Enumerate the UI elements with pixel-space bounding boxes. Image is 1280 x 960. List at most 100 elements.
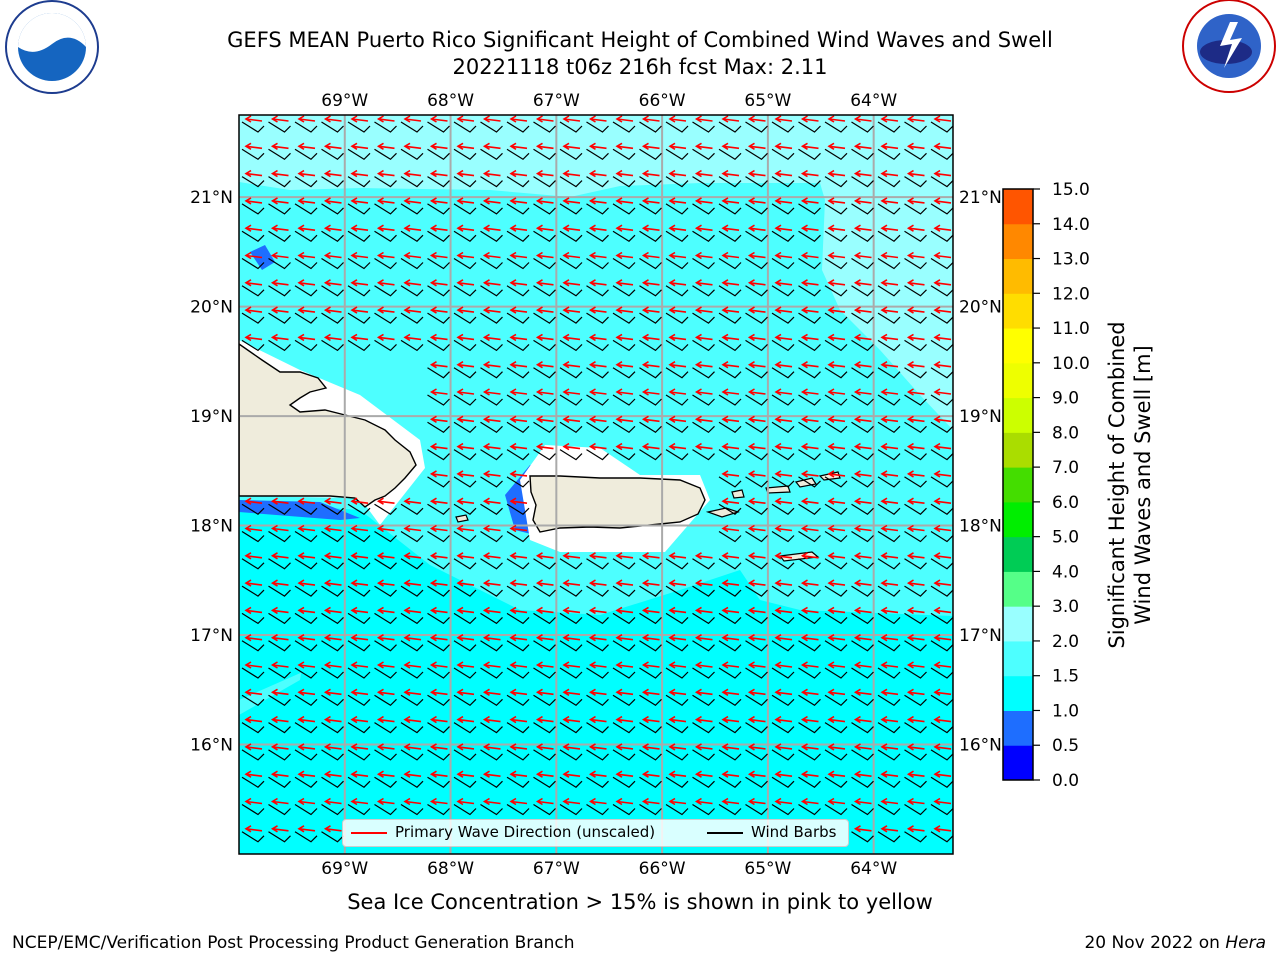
legend-barb-swatch bbox=[707, 832, 743, 834]
wave-arrow bbox=[749, 418, 766, 423]
wind-barb bbox=[665, 667, 689, 679]
wind-barb bbox=[586, 203, 609, 215]
wave-arrowhead bbox=[244, 224, 252, 232]
wave-arrow bbox=[431, 636, 448, 641]
wind-barb bbox=[824, 367, 848, 379]
wind-barb bbox=[930, 749, 953, 761]
wave-arrow bbox=[696, 582, 713, 586]
wind-barb bbox=[904, 558, 927, 570]
wave-arrowhead bbox=[323, 115, 331, 123]
wind-barb bbox=[877, 530, 901, 543]
lon-label-top: 68°W bbox=[427, 91, 474, 111]
wind-barb bbox=[771, 121, 795, 133]
wave-arrow bbox=[881, 664, 899, 668]
wave-arrow bbox=[431, 773, 448, 777]
wave-arrowhead bbox=[403, 333, 411, 342]
wave-arrow bbox=[272, 200, 289, 204]
wave-arrow bbox=[325, 200, 342, 204]
wave-arrowhead bbox=[323, 306, 331, 314]
wind-barb bbox=[692, 612, 715, 625]
wave-arrowhead bbox=[350, 142, 358, 150]
wave-arrowhead bbox=[323, 552, 331, 560]
wave-arrowhead bbox=[244, 142, 252, 150]
wave-arrowhead bbox=[800, 115, 808, 123]
wave-arrow bbox=[722, 664, 740, 668]
wave-arrowhead bbox=[880, 361, 888, 369]
wind-barb bbox=[321, 558, 344, 570]
wave-arrow bbox=[881, 336, 899, 341]
wave-arrowhead bbox=[774, 634, 782, 642]
wave-arrow bbox=[404, 691, 422, 696]
wind-barb bbox=[851, 421, 874, 434]
colorbar-tick-label: 3.0 bbox=[1052, 597, 1079, 617]
colorbar-segment bbox=[1003, 675, 1033, 711]
wind-barb bbox=[745, 285, 768, 297]
wind-barb bbox=[639, 312, 662, 324]
wind-barb bbox=[877, 558, 901, 570]
wave-arrow bbox=[722, 473, 740, 477]
wave-arrowhead bbox=[535, 224, 543, 232]
wave-arrowhead bbox=[323, 579, 331, 587]
wave-arrowhead bbox=[270, 169, 278, 178]
wave-arrowhead bbox=[853, 169, 861, 178]
wind-barb bbox=[771, 449, 795, 461]
wave-arrow bbox=[537, 418, 554, 423]
wave-arrowhead bbox=[641, 361, 649, 369]
wave-arrowhead bbox=[641, 279, 649, 287]
wind-barb bbox=[427, 640, 450, 652]
wind-barb bbox=[268, 230, 291, 242]
wave-arrow bbox=[775, 691, 793, 696]
wind-barb bbox=[904, 203, 927, 215]
wave-arrow bbox=[563, 773, 581, 777]
wave-arrowhead bbox=[429, 279, 437, 287]
wave-arrow bbox=[325, 145, 342, 150]
wave-arrow bbox=[881, 691, 899, 696]
wave-arrowhead bbox=[880, 415, 888, 423]
wave-arrowhead bbox=[270, 715, 278, 724]
wave-arrow bbox=[325, 172, 342, 177]
wave-arrow bbox=[351, 172, 369, 177]
wind-barb bbox=[612, 230, 636, 242]
wind-barb bbox=[427, 503, 450, 515]
wind-barb bbox=[771, 667, 795, 679]
wave-arrow bbox=[775, 445, 793, 450]
wind-barb bbox=[321, 121, 344, 133]
wave-arrow bbox=[590, 172, 607, 177]
wind-barb bbox=[586, 694, 609, 707]
wave-arrow bbox=[749, 500, 766, 504]
wave-arrow bbox=[457, 609, 475, 614]
wave-arrow bbox=[510, 746, 528, 750]
colorbar-tick-label: 0.5 bbox=[1052, 736, 1079, 756]
wave-arrow bbox=[855, 609, 872, 614]
wave-arrowhead bbox=[747, 524, 755, 533]
wind-barb bbox=[427, 449, 450, 461]
wind-barb bbox=[294, 339, 318, 352]
wave-arrow bbox=[696, 254, 713, 259]
wave-arrow bbox=[855, 309, 872, 313]
wind-barb bbox=[427, 667, 450, 679]
wave-arrowhead bbox=[270, 524, 278, 533]
wave-arrow bbox=[749, 254, 766, 259]
wave-arrowhead bbox=[747, 388, 755, 396]
wave-arrow bbox=[696, 664, 713, 668]
wave-arrowhead bbox=[456, 579, 464, 587]
wave-arrowhead bbox=[482, 224, 490, 232]
wave-arrowhead bbox=[933, 470, 941, 478]
wave-arrowhead bbox=[668, 388, 676, 396]
wave-arrowhead bbox=[456, 743, 464, 751]
wind-barb bbox=[851, 203, 874, 215]
colorbar-frame bbox=[1002, 188, 1034, 781]
wave-arrowhead bbox=[747, 715, 755, 724]
wave-arrowhead bbox=[721, 688, 729, 696]
wind-barb bbox=[506, 803, 530, 816]
wave-arrow bbox=[484, 309, 501, 313]
wave-arrow bbox=[298, 746, 316, 750]
lon-label-top: 64°W bbox=[850, 91, 897, 111]
wave-arrow bbox=[431, 718, 448, 723]
wind-barb bbox=[427, 421, 450, 434]
wave-arrow bbox=[696, 309, 713, 313]
wave-arrow bbox=[802, 118, 819, 122]
wind-barb bbox=[294, 230, 318, 242]
wave-arrowhead bbox=[270, 279, 278, 287]
wind-barb bbox=[453, 694, 477, 707]
